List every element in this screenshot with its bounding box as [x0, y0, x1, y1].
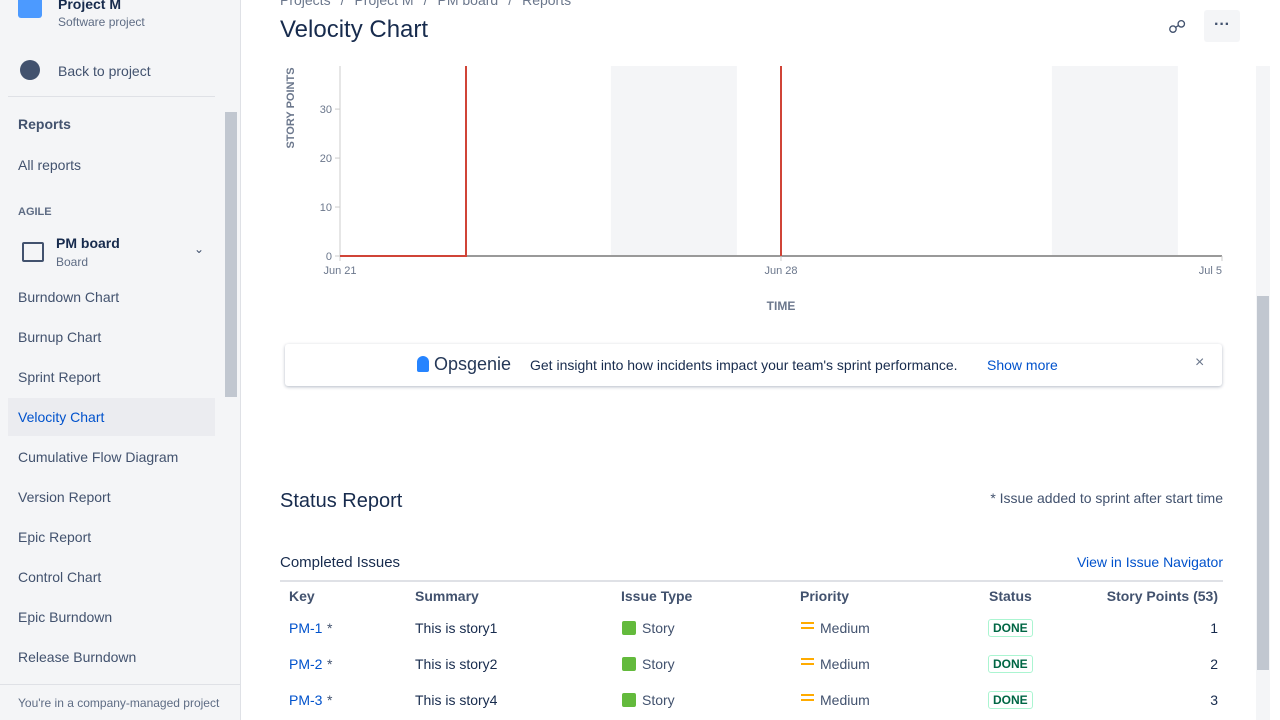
footer-note: You're in a company-managed project	[18, 696, 220, 710]
sidebar: Project M Software project Back to proje…	[0, 0, 241, 720]
all-reports[interactable]: All reports	[18, 157, 82, 173]
column-header: Priority	[800, 588, 850, 604]
breadcrumb-separator: /	[340, 0, 345, 8]
x-axis-label: TIME	[767, 299, 796, 313]
y-tick-label: 20	[320, 153, 332, 165]
y-tick-label: 10	[320, 202, 332, 214]
issue-key[interactable]: PM-3	[289, 692, 323, 708]
summary: This is story2	[415, 656, 498, 672]
breadcrumb-separator: /	[423, 0, 428, 8]
divider	[0, 684, 240, 685]
priority: Medium	[820, 656, 870, 672]
story-icon	[622, 657, 636, 671]
section-title: Status Report	[280, 490, 403, 512]
page-title: Velocity Chart	[280, 16, 429, 43]
breadcrumb: Projects / Project M / PM board / Reports	[280, 0, 571, 10]
board-name[interactable]: PM board	[56, 235, 120, 251]
note: * Issue added to sprint after start time	[990, 490, 1223, 506]
section-title: Reports	[18, 116, 71, 132]
group-label: AGILE	[18, 206, 52, 218]
added-flag: *	[327, 620, 333, 636]
nav-item[interactable]: Version Report	[18, 489, 111, 505]
breadcrumb-item[interactable]: Projects	[280, 0, 331, 8]
project-avatar	[18, 0, 42, 18]
story-icon	[622, 693, 636, 707]
y-tick-label: 0	[326, 251, 332, 263]
story-points: 2	[1210, 656, 1218, 672]
priority-icon	[801, 622, 814, 629]
added-flag: *	[327, 692, 333, 708]
priority: Medium	[820, 620, 870, 636]
series-line	[340, 66, 467, 257]
opsgenie-logo	[417, 356, 429, 372]
breadcrumb-item[interactable]: Reports	[522, 0, 572, 8]
project-type: Software project	[58, 15, 145, 29]
nav-item[interactable]: Epic Burndown	[18, 609, 113, 625]
story-points: 3	[1210, 692, 1218, 708]
nav-item[interactable]: Epic Report	[18, 529, 92, 545]
priority: Medium	[820, 692, 870, 708]
issue-type: Story	[642, 692, 675, 708]
status-lozenge: DONE	[988, 655, 1033, 673]
x-tick-label: Jun 28	[764, 265, 797, 277]
status-lozenge: DONE	[988, 691, 1033, 709]
nav-item[interactable]: Burnup Chart	[18, 329, 102, 345]
priority-icon	[801, 658, 814, 665]
y-axis-label: STORY POINTS	[285, 67, 297, 148]
nav-item[interactable]: Release Burndown	[18, 649, 137, 665]
velocity-chart: 0 10 20 30 Jun 21 Jun 28 Jul 5 TIME STORY POINTS	[285, 66, 1223, 313]
table-rule	[280, 580, 1223, 582]
issue-type: Story	[642, 620, 675, 636]
nav-item[interactable]: Cumulative Flow Diagram	[18, 449, 179, 465]
breadcrumb-item[interactable]: Project M	[354, 0, 414, 8]
divider	[8, 96, 215, 97]
breadcrumb-item[interactable]: PM board	[437, 0, 499, 8]
nav-item[interactable]: Control Chart	[18, 569, 102, 585]
nav-item[interactable]: Sprint Report	[18, 369, 101, 385]
share-button[interactable]: ☍	[1168, 17, 1187, 37]
issue-type: Story	[642, 656, 675, 672]
banner-message: Get insight into how incidents impact yo…	[530, 357, 958, 373]
shaded-range	[610, 66, 737, 256]
navigator-link[interactable]: View in Issue Navigator	[1076, 554, 1223, 570]
x-tick-label: Jul 5	[1199, 265, 1222, 277]
back-link[interactable]: Back to project	[58, 63, 151, 79]
issue-key[interactable]: PM-1	[289, 620, 323, 636]
status-lozenge: DONE	[988, 619, 1033, 637]
column-header: Status	[989, 588, 1032, 604]
summary: This is story4	[415, 692, 498, 708]
priority-icon	[801, 694, 814, 701]
issue-key[interactable]: PM-2	[289, 656, 323, 672]
subsection-title: Completed Issues	[280, 554, 401, 571]
nav-item[interactable]: Velocity Chart	[18, 409, 105, 425]
brand: Opsgenie	[434, 354, 512, 374]
page-scrollbar[interactable]	[1257, 296, 1269, 670]
added-flag: *	[327, 656, 333, 672]
nav-item[interactable]: Burndown Chart	[18, 289, 120, 305]
close-button[interactable]: ×	[1195, 354, 1205, 371]
show-more[interactable]: Show more	[987, 357, 1058, 373]
column-header: Summary	[415, 588, 479, 604]
more-button[interactable]: ···	[1204, 10, 1240, 42]
column-header: Issue Type	[621, 588, 693, 604]
board-type: Board	[56, 255, 89, 269]
story-points: 1	[1210, 620, 1218, 636]
breadcrumb-separator: /	[508, 0, 513, 8]
chevron[interactable]: ⌄	[194, 242, 205, 256]
opsgenie-banner: Opsgenie Get insight into how incidents …	[285, 344, 1222, 386]
back-icon[interactable]	[20, 60, 40, 80]
column-header: Story Points (53)	[1106, 588, 1218, 604]
nav-active-bg	[8, 398, 215, 436]
x-tick-label: Jun 21	[323, 265, 356, 277]
summary: This is story1	[415, 620, 498, 636]
sidebar-scrollbar[interactable]	[225, 112, 237, 397]
story-icon	[622, 621, 636, 635]
board-icon	[22, 242, 44, 262]
project-name: Project M	[58, 0, 122, 12]
column-header: Key	[289, 588, 315, 604]
shaded-range	[1051, 66, 1178, 256]
y-tick-label: 30	[320, 104, 332, 116]
